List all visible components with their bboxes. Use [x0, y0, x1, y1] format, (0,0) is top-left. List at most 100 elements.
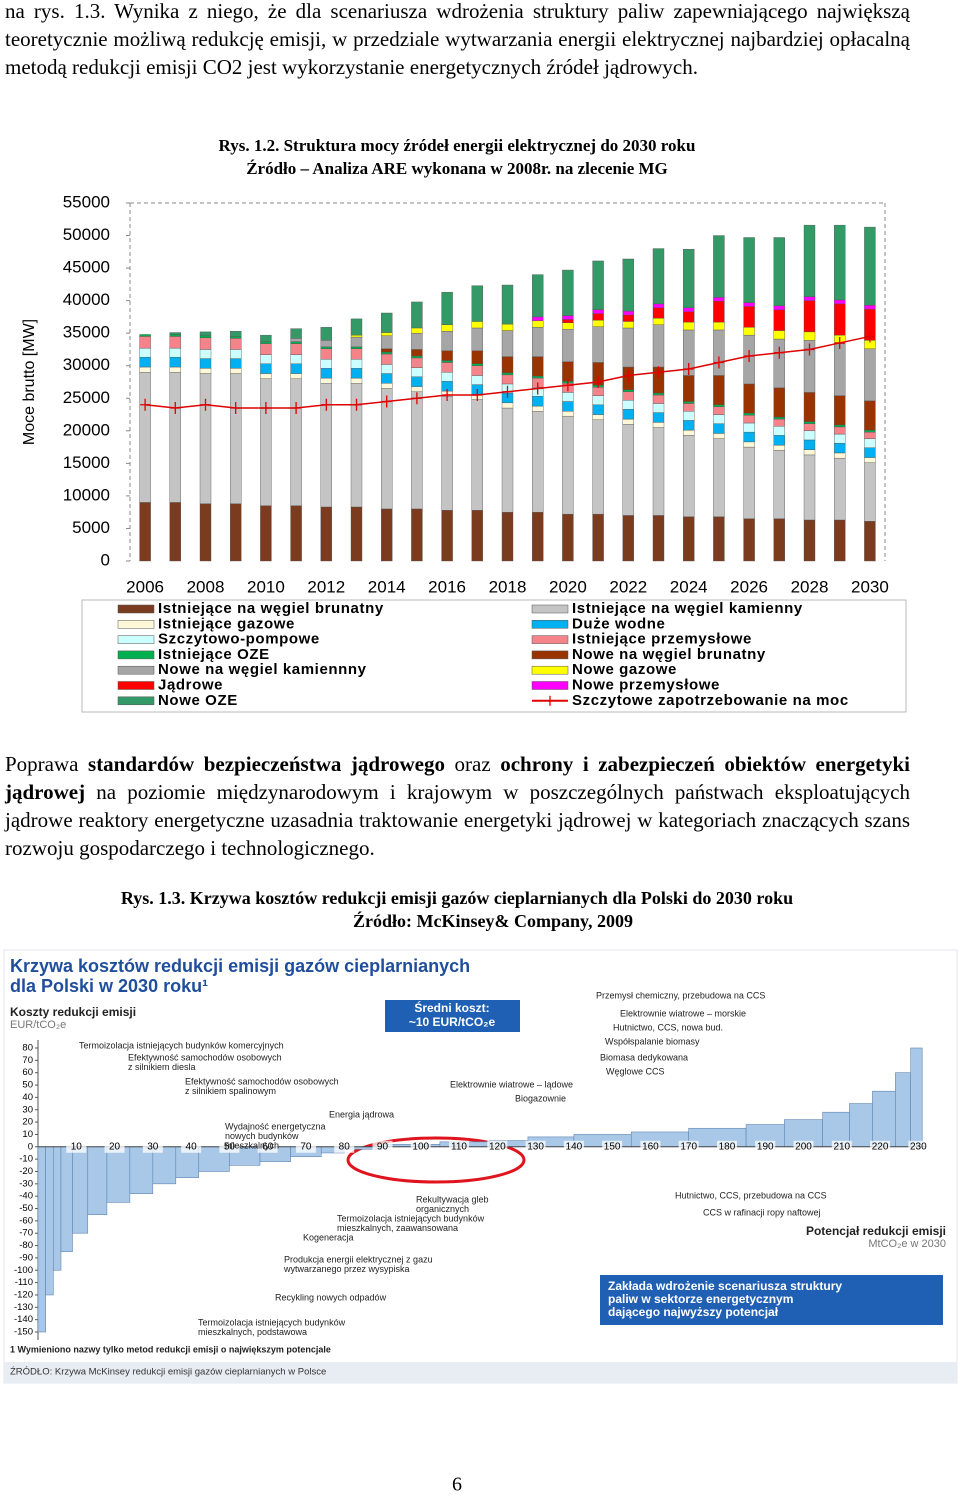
bar-segment	[471, 327, 483, 351]
y-axis-label: EUR/tCO₂e	[10, 1019, 66, 1031]
bar-segment	[139, 336, 151, 349]
bar-segment	[350, 377, 363, 384]
annotation: Przemysł chemiczny, przebudowa na CCS	[596, 990, 765, 1000]
bar-segment	[743, 383, 755, 414]
x-tick-label: 220	[872, 1141, 889, 1152]
bar-segment	[320, 359, 332, 369]
x-tick-label: 10	[71, 1141, 83, 1152]
bar-segment	[622, 258, 634, 312]
bar-segment	[290, 354, 302, 364]
bar-segment	[229, 358, 242, 369]
legend-swatch	[531, 681, 569, 690]
annotation: Kogeneracja	[303, 1232, 354, 1242]
bar-segment	[683, 321, 695, 331]
y-tick-label: -150	[14, 1327, 33, 1338]
bar-segment	[229, 336, 242, 339]
line-marker	[321, 398, 332, 411]
bar-segment	[562, 361, 574, 382]
bar-segment	[260, 505, 272, 562]
bar-segment	[773, 416, 785, 420]
bar-segment	[622, 310, 634, 316]
tick-label-bg	[334, 1140, 355, 1153]
bar-segment	[864, 521, 876, 562]
y-tick-label: 50000	[63, 225, 110, 244]
bar-segment	[169, 336, 182, 349]
bar-segment	[683, 516, 695, 562]
legend-swatch	[117, 604, 155, 614]
x-tick-label: 120	[489, 1141, 506, 1152]
bar-segment	[773, 387, 785, 418]
bar-segment	[290, 363, 302, 374]
bar-segment	[592, 414, 604, 420]
tick-label-bg	[602, 1140, 623, 1153]
annotation: Biomasa dedykowana	[600, 1052, 688, 1062]
annotation: Współspalanie biomasy	[605, 1036, 700, 1046]
bar-segment	[501, 356, 514, 374]
bar-segment	[229, 373, 242, 504]
bar-segment	[773, 426, 785, 436]
bar-segment	[864, 400, 876, 431]
tick-label-bg	[295, 1140, 316, 1153]
x-tick-label: 170	[680, 1141, 697, 1152]
bar-segment	[290, 338, 302, 342]
line-marker	[502, 385, 513, 398]
bar-segment	[320, 348, 332, 360]
bar-segment	[199, 331, 212, 336]
bar-segment	[834, 519, 846, 562]
legend-label: Nowe na węgiel brunatny	[572, 646, 766, 663]
bar-segment	[441, 362, 453, 373]
bar-segment	[592, 260, 604, 310]
bar-segment	[350, 318, 363, 336]
bar-segment	[350, 506, 363, 562]
x-tick-label: 200	[795, 1141, 812, 1152]
annotation: mieszkalnych, podstawowa	[198, 1327, 307, 1337]
y-tick-label: 55000	[63, 192, 110, 211]
bar-segment	[290, 328, 302, 339]
bar-segment	[320, 506, 332, 562]
tick-label-bg	[66, 1140, 87, 1153]
bar-segment	[743, 302, 755, 307]
bar-segment	[381, 353, 393, 365]
bar-segment	[773, 338, 785, 389]
x-tick-label: 80	[339, 1141, 351, 1152]
y-tick-label: 30000	[63, 355, 110, 374]
bar-segment	[773, 518, 785, 562]
paragraph: na rys. 1.3. Wynika z niego, że dla scen…	[5, 0, 910, 81]
bar-segment	[501, 407, 514, 513]
bar-segment	[592, 309, 604, 314]
bar-segment	[562, 392, 574, 402]
bar-segment	[199, 349, 212, 359]
tick-label-bg	[870, 1140, 891, 1153]
bar-segment	[834, 424, 846, 428]
line-marker	[713, 356, 724, 369]
line-marker	[442, 389, 453, 402]
y-tick-label: -40	[19, 1191, 33, 1202]
bar-segment	[652, 515, 665, 562]
line-marker	[653, 366, 664, 379]
bar-segment	[229, 503, 242, 562]
bar-segment	[713, 235, 725, 298]
bar-segment	[743, 518, 755, 562]
bar-segment	[683, 435, 695, 517]
text-run: ochrony i zabezpieczeń obiektów energety…	[5, 752, 911, 804]
bar-segment	[803, 519, 816, 562]
cost-step	[129, 1146, 154, 1195]
x-tick-label: 190	[757, 1141, 774, 1152]
bar-segment	[471, 350, 483, 364]
tick-label-bg	[372, 1140, 393, 1153]
x-tick-label: 150	[604, 1141, 621, 1152]
average-cost: ~10 EUR/tCO₂e	[409, 1015, 496, 1029]
text-run: standardów bezpieczeństwa jądrowego	[88, 752, 445, 776]
bar-segment	[592, 313, 604, 321]
bar-segment	[773, 309, 785, 331]
bar-segment	[532, 405, 544, 412]
bar-segment	[773, 330, 785, 340]
bar-segment	[743, 414, 755, 424]
chart-title: Krzywa kosztów redukcji emisji gazów cie…	[10, 956, 470, 976]
bar-segment	[743, 441, 755, 448]
y-axis-label: Moce brutto [MW]	[21, 319, 38, 445]
tick-label-bg	[831, 1140, 852, 1153]
bar-segment	[411, 301, 423, 329]
x-tick-label: 2008	[187, 577, 225, 596]
